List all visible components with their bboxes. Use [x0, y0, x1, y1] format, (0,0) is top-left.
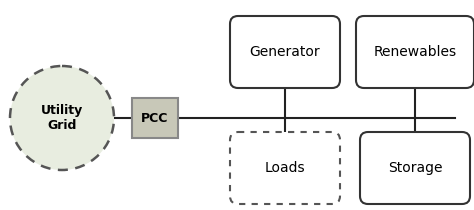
FancyBboxPatch shape [360, 132, 470, 204]
Text: Utility
Grid: Utility Grid [41, 104, 83, 132]
FancyBboxPatch shape [356, 16, 474, 88]
FancyBboxPatch shape [230, 16, 340, 88]
Text: Renewables: Renewables [374, 45, 456, 59]
FancyBboxPatch shape [230, 132, 340, 204]
Text: Storage: Storage [388, 161, 442, 175]
Text: Generator: Generator [250, 45, 320, 59]
Circle shape [10, 66, 114, 170]
Text: PCC: PCC [141, 112, 169, 125]
FancyBboxPatch shape [132, 98, 178, 138]
Text: Loads: Loads [264, 161, 305, 175]
